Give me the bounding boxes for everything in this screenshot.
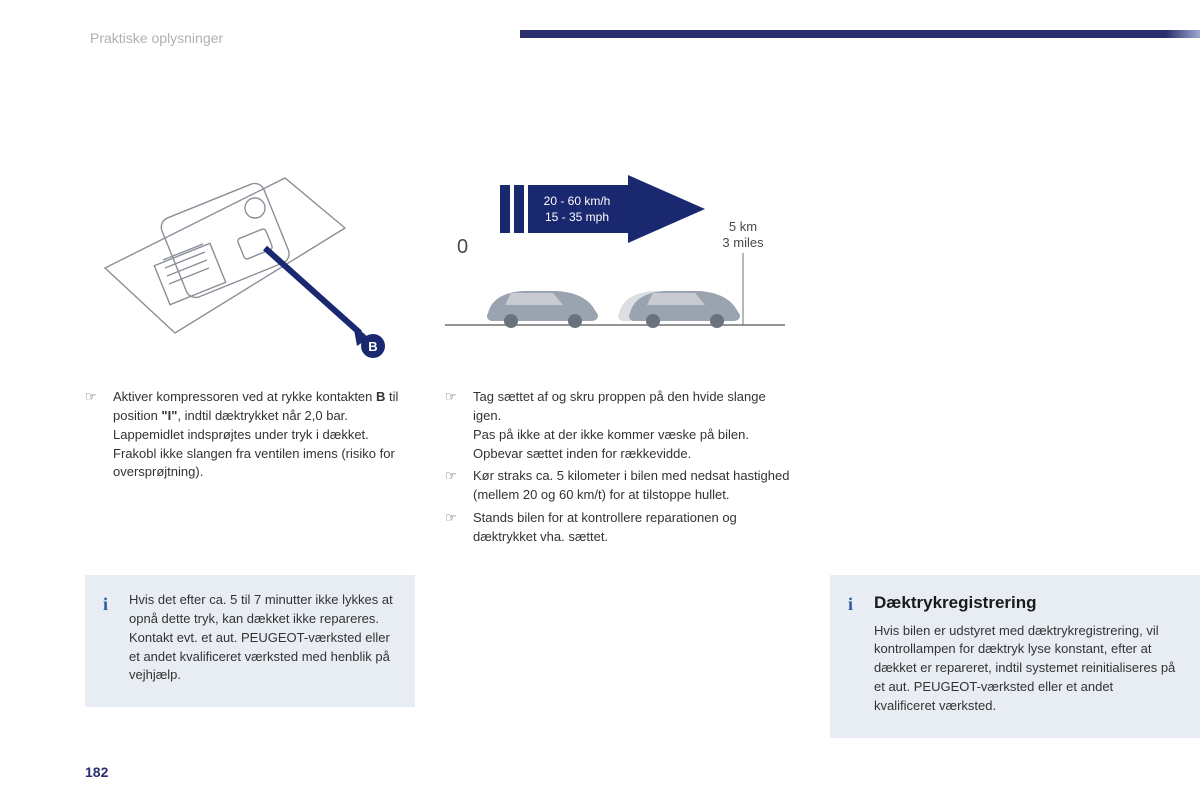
left-text-column: ☞ Aktiver kompressoren ved at rykke kont…: [85, 388, 415, 486]
info-icon: i: [103, 591, 115, 685]
pointer-icon: ☞: [445, 467, 459, 505]
info-right-body: Hvis bilen er udstyret med dæktrykregist…: [874, 622, 1176, 716]
info-right-heading: Dæktrykregistrering: [874, 591, 1176, 616]
zero-label: 0: [457, 236, 468, 258]
right-bullet-1: Tag sættet af og skru proppen på den hvi…: [473, 388, 790, 463]
distance-mi: 3 miles: [722, 235, 764, 250]
compressor-illustration: B: [85, 148, 405, 363]
speed-mph: 15 - 35 mph: [545, 210, 609, 224]
speed-kmh: 20 - 60 km/h: [544, 194, 611, 208]
pointer-icon: ☞: [85, 388, 99, 482]
pointer-icon: ☞: [445, 388, 459, 463]
point-b-label: B: [368, 339, 377, 354]
pointer-icon: ☞: [445, 509, 459, 547]
header-stripe: [520, 30, 1200, 38]
left-bullet-text: Aktiver kompressoren ved at rykke kontak…: [113, 388, 415, 482]
right-bullet-2: Kør straks ca. 5 kilometer i bilen med n…: [473, 467, 790, 505]
distance-km: 5 km: [729, 219, 757, 234]
info-left-text: Hvis det efter ca. 5 til 7 minutter ikke…: [129, 591, 397, 685]
info-box-warning: i Hvis det efter ca. 5 til 7 minutter ik…: [85, 575, 415, 707]
right-text-column: ☞ Tag sættet af og skru proppen på den h…: [445, 388, 790, 551]
page-number: 182: [85, 764, 108, 780]
right-bullet-3: Stands bilen for at kontrollere reparati…: [473, 509, 790, 547]
info-icon: i: [848, 591, 860, 716]
info-box-tyre-detection: i Dæktrykregistrering Hvis bilen er udst…: [830, 575, 1200, 738]
section-title: Praktiske oplysninger: [90, 30, 223, 46]
driving-illustration: 20 - 60 km/h 15 - 35 mph 0 5 km 3 miles: [445, 175, 785, 355]
